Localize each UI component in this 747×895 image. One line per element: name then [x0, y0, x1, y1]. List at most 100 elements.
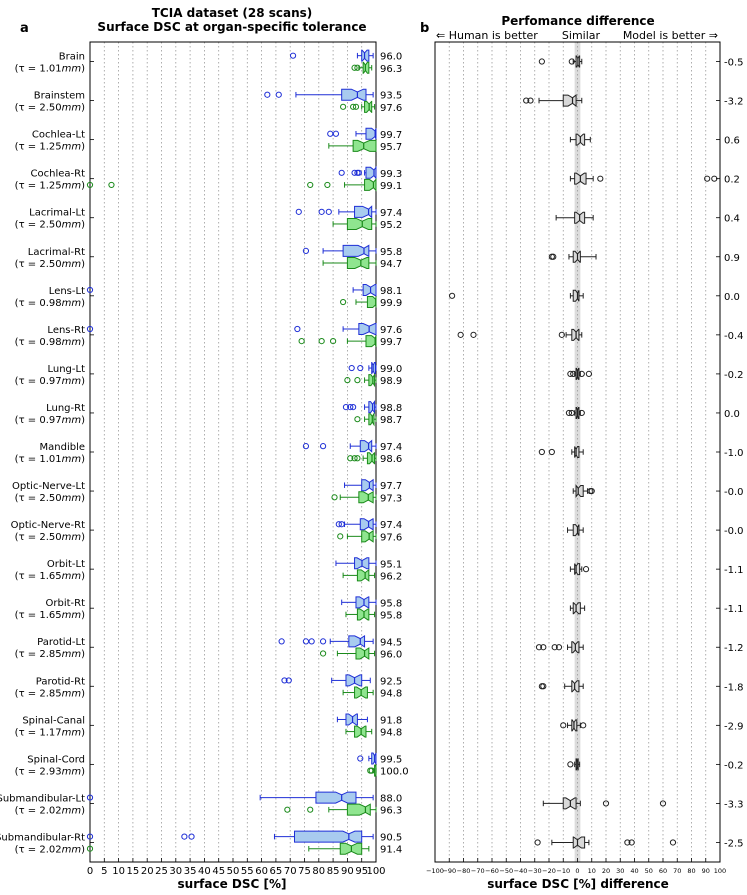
human-median-label: 95.8 [380, 598, 402, 609]
model-median-label: 96.3 [380, 64, 402, 75]
organ-label: Cochlea-Lt [32, 130, 85, 141]
tolerance-unit: mm [62, 532, 82, 543]
x-tick-label: 0 [87, 866, 93, 877]
x-tick-label: 65 [270, 866, 283, 877]
tolerance-label: (τ = 2.85mm) [15, 649, 85, 660]
human-median-label: 92.5 [380, 676, 402, 687]
diff-median-label: 0.4 [724, 214, 740, 225]
panel-a-letter: a [20, 21, 29, 36]
human-box-outlier [86, 325, 94, 333]
human-box-outlier [289, 52, 297, 59]
model-box-box [355, 647, 370, 660]
diff-box-outlier [548, 448, 555, 456]
human-median-label: 97.4 [380, 442, 402, 453]
diff-box-outlier [523, 97, 530, 104]
human-box-outlier [188, 833, 195, 840]
diff-box-outlier [550, 253, 557, 260]
model-median-label: 96.2 [380, 571, 402, 582]
human-median-label: 98.8 [380, 403, 402, 414]
model-box-outlier [108, 181, 115, 189]
x-tick-label: −10 [556, 867, 570, 875]
human-box-outlier [351, 169, 358, 176]
model-box-box [368, 372, 376, 388]
x-tick-label: 30 [616, 867, 624, 875]
diff-box-outlier [568, 409, 575, 417]
human-box-outlier [295, 208, 302, 215]
tolerance-label: (τ = 2.50mm) [15, 259, 85, 270]
diff-box-outlier [588, 487, 595, 495]
diff-median-label: -3.3 [724, 799, 744, 810]
human-median-label: 99.3 [380, 169, 402, 180]
model-median-label: 97.3 [380, 493, 402, 504]
model-box-outlier [351, 64, 358, 71]
diff-median-label: 0.6 [724, 136, 740, 147]
diff-box-outlier [580, 722, 587, 729]
diff-box-outlier [551, 644, 558, 651]
human-box-outlier [275, 91, 282, 98]
diff-box-outlier [669, 839, 677, 846]
x-tick-label: 50 [645, 867, 653, 875]
model-median-label: 99.7 [380, 337, 402, 348]
human-median-label: 90.5 [380, 833, 402, 844]
diff-median-label: 0.0 [724, 292, 740, 303]
human-box-box [345, 674, 363, 687]
human-box-box [342, 244, 370, 258]
human-box-box [361, 49, 370, 62]
diff-box-box [571, 680, 580, 693]
organ-label: Lacrimal-Rt [28, 247, 85, 258]
x-tick-label: −30 [528, 867, 542, 875]
x-tick-label: 10 [588, 867, 596, 875]
human-median-label: 99.0 [380, 364, 402, 375]
x-tick-label: 30 [169, 866, 182, 877]
diff-median-label: -0.2 [724, 760, 744, 771]
human-box-outlier [281, 677, 288, 684]
x-tick-label: 90 [341, 866, 354, 877]
human-box-outlier [338, 169, 345, 176]
tolerance-label: (τ = 0.98mm) [15, 298, 85, 309]
human-median-label: 99.5 [380, 755, 402, 766]
tolerance-unit: mm [62, 844, 82, 855]
human-median-label: 95.1 [380, 559, 402, 570]
human-median-label: 97.4 [380, 208, 402, 219]
tolerance-unit: mm [62, 805, 82, 816]
tolerance-label: (τ = 1.01mm) [15, 64, 85, 75]
model-median-label: 94.8 [380, 689, 402, 700]
model-box-box [364, 178, 377, 192]
panel-a-xlabel: surface DSC [%] [178, 877, 287, 891]
tolerance-label: (τ = 2.02mm) [15, 844, 85, 855]
diff-box-outlier [457, 331, 464, 338]
model-box-box [354, 725, 367, 738]
human-better-note: ⇐ Human is better [436, 29, 538, 42]
human-median-label: 94.5 [380, 637, 402, 648]
x-tick-label: −100 [426, 867, 444, 875]
model-box-box [352, 139, 377, 152]
diff-box-outlier [567, 370, 574, 378]
human-box-outlier [264, 91, 271, 98]
organ-label: Lung-Lt [47, 364, 85, 375]
human-box-outlier [327, 130, 334, 137]
x-tick-label: −60 [485, 867, 499, 875]
diff-median-label: 0.2 [724, 175, 740, 186]
x-tick-label: 5 [101, 866, 107, 877]
model-box-box [346, 257, 370, 270]
model-box-box [356, 608, 370, 621]
human-box-outlier [355, 169, 362, 176]
human-box-box [358, 323, 377, 335]
diff-box-outlier [534, 839, 541, 846]
x-tick-label: 100 [366, 866, 385, 877]
panel-b-xlabel: surface DSC [%] difference [487, 877, 669, 891]
x-tick-label: −80 [457, 867, 471, 875]
model-median-label: 96.3 [380, 806, 402, 817]
diff-median-label: 0.0 [724, 409, 740, 420]
x-tick-label: 10 [112, 866, 125, 877]
human-box-outlier [338, 521, 345, 528]
panel-a-plot: 0 5 10 15 20 25 30 35 40 45 50 55 60 65 70 75 80 85 90 9510… [0, 41, 409, 877]
x-tick-label: 80 [312, 866, 325, 877]
x-tick-label: 20 [141, 866, 154, 877]
human-median-label: 95.8 [380, 247, 402, 258]
model-median-label: 94.8 [380, 728, 402, 739]
diff-box-outlier [624, 839, 631, 846]
model-box-box [346, 803, 371, 817]
human-box-outlier [278, 638, 285, 645]
diff-median-label: 0.9 [724, 253, 740, 264]
